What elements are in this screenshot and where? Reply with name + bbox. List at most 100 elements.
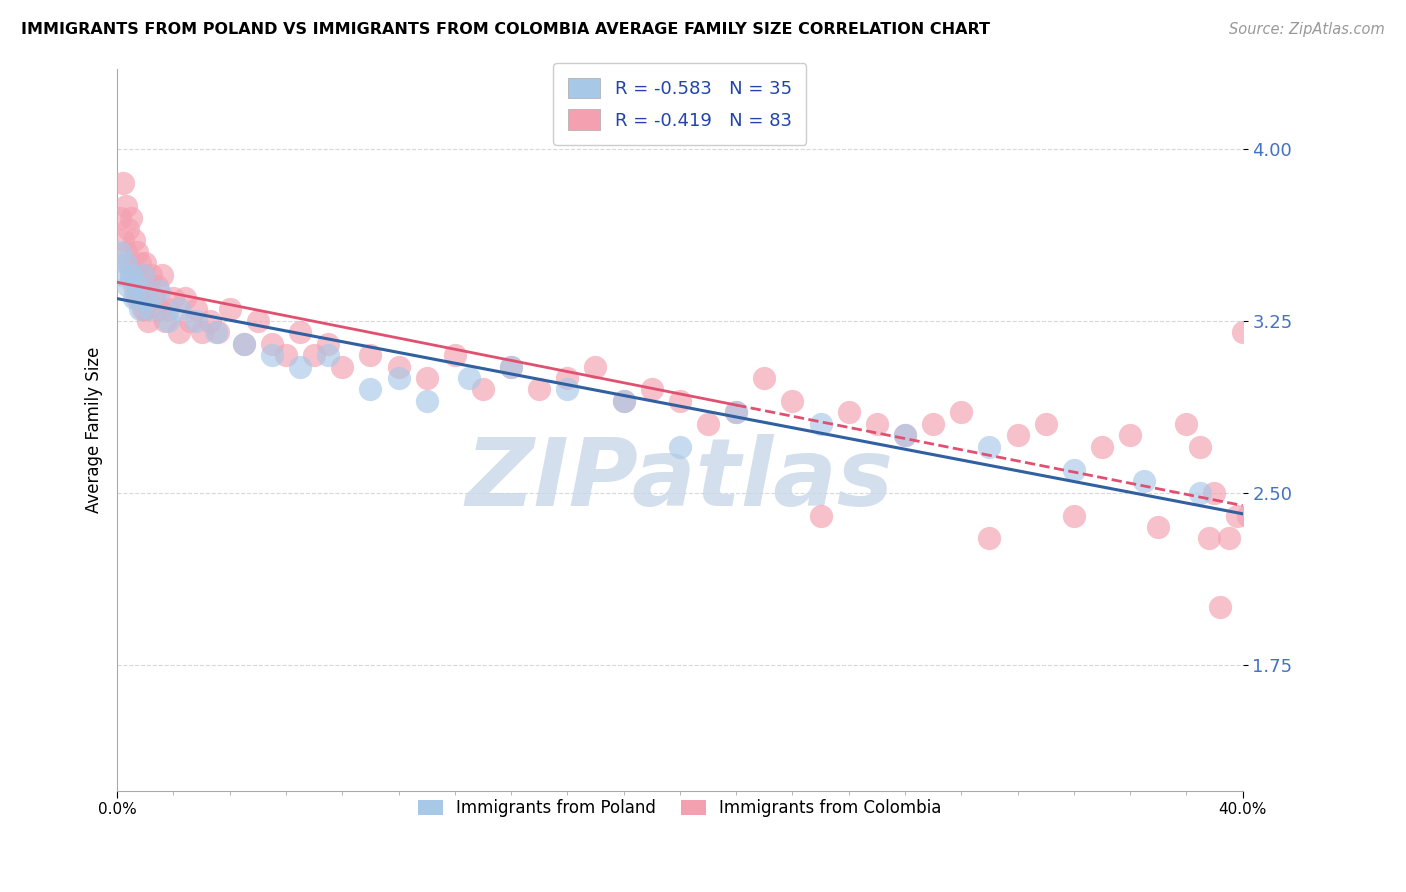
Y-axis label: Average Family Size: Average Family Size (86, 346, 103, 513)
Point (1147, 520, 1170, 534)
Point (810, 508, 832, 523)
Point (111, 176, 134, 190)
Point (167, 325, 190, 339)
Point (114, 244, 136, 259)
Point (184, 302, 207, 317)
Point (207, 325, 229, 339)
Point (190, 325, 212, 339)
Point (122, 291, 145, 305)
Point (302, 348, 325, 362)
Point (122, 234, 145, 248)
Point (204, 325, 226, 339)
Point (179, 314, 201, 328)
Legend: Immigrants from Poland, Immigrants from Colombia: Immigrants from Poland, Immigrants from … (409, 791, 950, 826)
Point (198, 314, 221, 328)
Point (415, 371, 437, 385)
Point (108, 244, 131, 259)
Point (1007, 428, 1029, 442)
Point (232, 336, 254, 351)
Point (1119, 428, 1142, 442)
Point (1063, 463, 1085, 477)
Text: IMMIGRANTS FROM POLAND VS IMMIGRANTS FROM COLOMBIA AVERAGE FAMILY SIZE CORRELATI: IMMIGRANTS FROM POLAND VS IMMIGRANTS FRO… (21, 22, 990, 37)
Point (1204, 485, 1226, 500)
Point (114, 199, 136, 213)
Point (167, 302, 190, 317)
Point (415, 393, 437, 408)
Point (288, 359, 311, 374)
Point (156, 314, 179, 328)
Point (139, 268, 162, 282)
Point (501, 359, 523, 374)
Point (585, 359, 607, 374)
Point (754, 371, 776, 385)
Point (810, 417, 832, 431)
Point (246, 314, 269, 328)
Point (120, 211, 142, 225)
Point (131, 268, 153, 282)
Point (1175, 417, 1198, 431)
Point (387, 371, 409, 385)
Point (782, 393, 804, 408)
Point (114, 256, 136, 270)
Point (136, 279, 159, 293)
Point (669, 440, 692, 454)
Point (1189, 440, 1212, 454)
Point (457, 371, 479, 385)
Point (125, 244, 148, 259)
Point (125, 279, 148, 293)
Point (131, 302, 153, 317)
Point (274, 348, 297, 362)
Point (725, 405, 748, 419)
Point (613, 393, 636, 408)
Point (117, 279, 139, 293)
Point (725, 405, 748, 419)
Point (117, 222, 139, 236)
Point (184, 314, 207, 328)
Point (641, 383, 664, 397)
Point (613, 393, 636, 408)
Point (359, 348, 381, 362)
Point (136, 314, 159, 328)
Point (1232, 325, 1254, 339)
Point (471, 383, 494, 397)
Point (131, 268, 153, 282)
Point (120, 268, 142, 282)
Point (134, 256, 156, 270)
Point (148, 302, 170, 317)
Text: ZIPatlas: ZIPatlas (465, 434, 894, 526)
Point (162, 291, 184, 305)
Point (894, 428, 917, 442)
Point (288, 325, 311, 339)
Point (922, 417, 945, 431)
Point (1133, 474, 1156, 488)
Point (557, 383, 579, 397)
Point (501, 359, 523, 374)
Point (979, 440, 1001, 454)
Point (669, 393, 692, 408)
Point (359, 383, 381, 397)
Point (950, 405, 973, 419)
Point (1035, 417, 1057, 431)
Point (838, 405, 860, 419)
Point (232, 336, 254, 351)
Point (128, 256, 150, 270)
Point (316, 336, 339, 351)
Point (387, 359, 409, 374)
Point (139, 302, 162, 317)
Point (156, 302, 179, 317)
Point (218, 302, 240, 317)
Point (979, 532, 1001, 546)
Point (125, 291, 148, 305)
Point (1189, 485, 1212, 500)
Point (134, 291, 156, 305)
Point (529, 383, 551, 397)
Point (111, 234, 134, 248)
Point (894, 428, 917, 442)
Point (443, 348, 465, 362)
Point (1237, 508, 1260, 523)
Point (145, 279, 167, 293)
Point (128, 291, 150, 305)
Point (117, 256, 139, 270)
Point (150, 268, 173, 282)
Point (1226, 508, 1249, 523)
